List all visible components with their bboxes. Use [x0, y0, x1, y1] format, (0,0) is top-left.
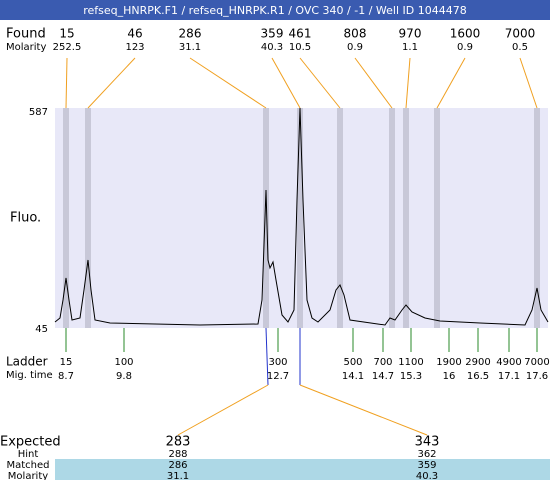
ladder-size: 15	[60, 357, 73, 368]
found-size: 970	[399, 27, 422, 41]
trace	[54, 107, 549, 326]
ladder-mig-time: 16	[443, 371, 456, 382]
ladder-mig-time: 12.7	[267, 371, 289, 382]
expected-value: 343	[415, 435, 440, 450]
peak-link	[65, 57, 68, 109]
ladder-size: 7000	[524, 357, 549, 368]
y-label: Fluo.	[10, 211, 41, 226]
ladder-size: 4900	[496, 357, 521, 368]
ladder-mig-time: 16.5	[467, 371, 489, 382]
ladder-size: 1900	[436, 357, 461, 368]
ladder-size: 1100	[398, 357, 423, 368]
ladder-label: Ladder	[6, 355, 48, 369]
peak-band	[297, 108, 303, 328]
ladder-size: 500	[343, 357, 362, 368]
found-size: 461	[289, 27, 312, 41]
matched-highlight	[55, 459, 550, 480]
hint-value: 362	[417, 449, 436, 460]
matched-value: 359	[417, 460, 436, 471]
matched-value: 286	[168, 460, 187, 471]
peak-link	[405, 57, 411, 109]
expected-link	[299, 384, 428, 436]
y-max: 587	[29, 107, 48, 118]
ladder-mig-time: 17.1	[498, 371, 520, 382]
peak-band	[389, 108, 395, 328]
peak-link	[87, 57, 136, 109]
expected-link	[177, 384, 269, 436]
ladder-mig-time: 14.1	[342, 371, 364, 382]
peak-link	[436, 57, 466, 109]
peak-marker	[265, 327, 269, 386]
found-molarity: 1.1	[402, 42, 418, 53]
peak-link	[354, 57, 393, 109]
molarity-value: 40.3	[416, 471, 438, 480]
peak-band	[337, 108, 343, 328]
ladder-size: 100	[114, 357, 133, 368]
found-molarity: 0.9	[347, 42, 363, 53]
found-size: 7000	[505, 27, 536, 41]
peak-band	[434, 108, 440, 328]
found-molarity: 123	[125, 42, 144, 53]
found-molarity: 40.3	[261, 42, 283, 53]
found-size: 359	[261, 27, 284, 41]
peak-band	[534, 108, 540, 328]
found-size: 15	[59, 27, 74, 41]
peak-band	[263, 108, 269, 328]
ladder-mig-time: 9.8	[116, 371, 132, 382]
found-molarity: 10.5	[289, 42, 311, 53]
peak-link	[299, 57, 341, 109]
found-size: 46	[127, 27, 142, 41]
peak-band	[85, 108, 91, 328]
found-label: Found	[6, 27, 46, 42]
peak-band	[63, 108, 69, 328]
found-molarity: 0.5	[512, 42, 528, 53]
ladder-size: 300	[268, 357, 287, 368]
ladder-size: 700	[373, 357, 392, 368]
hint-value: 288	[168, 449, 187, 460]
molarity-label: Molarity	[8, 471, 48, 480]
mig-time-label: Mig. time	[6, 370, 53, 381]
found-size: 808	[344, 27, 367, 41]
title-bar	[0, 0, 550, 20]
found-molarity: 252.5	[53, 42, 82, 53]
molarity-value: 31.1	[167, 471, 189, 480]
peak-band	[403, 108, 409, 328]
ladder-size: 2900	[465, 357, 490, 368]
molarity-label: Molarity	[6, 42, 46, 53]
expected-label: Expected	[0, 435, 61, 450]
ladder-mig-time: 14.7	[372, 371, 394, 382]
ladder-mig-time: 15.3	[400, 371, 422, 382]
found-molarity: 31.1	[179, 42, 201, 53]
found-size: 286	[179, 27, 202, 41]
peak-link	[519, 57, 538, 109]
found-size: 1600	[450, 27, 481, 41]
hint-label: Hint	[18, 449, 39, 460]
matched-label: Matched	[6, 460, 49, 471]
peak-link	[189, 57, 267, 109]
peak-link	[271, 57, 301, 109]
title: refseq_HNRPK.F1 / refseq_HNRPK.R1 / OVC …	[83, 4, 466, 17]
ladder-mig-time: 8.7	[58, 371, 74, 382]
y-min: 45	[35, 324, 48, 335]
ladder-mig-time: 17.6	[526, 371, 548, 382]
expected-value: 283	[166, 435, 191, 450]
found-molarity: 0.9	[457, 42, 473, 53]
